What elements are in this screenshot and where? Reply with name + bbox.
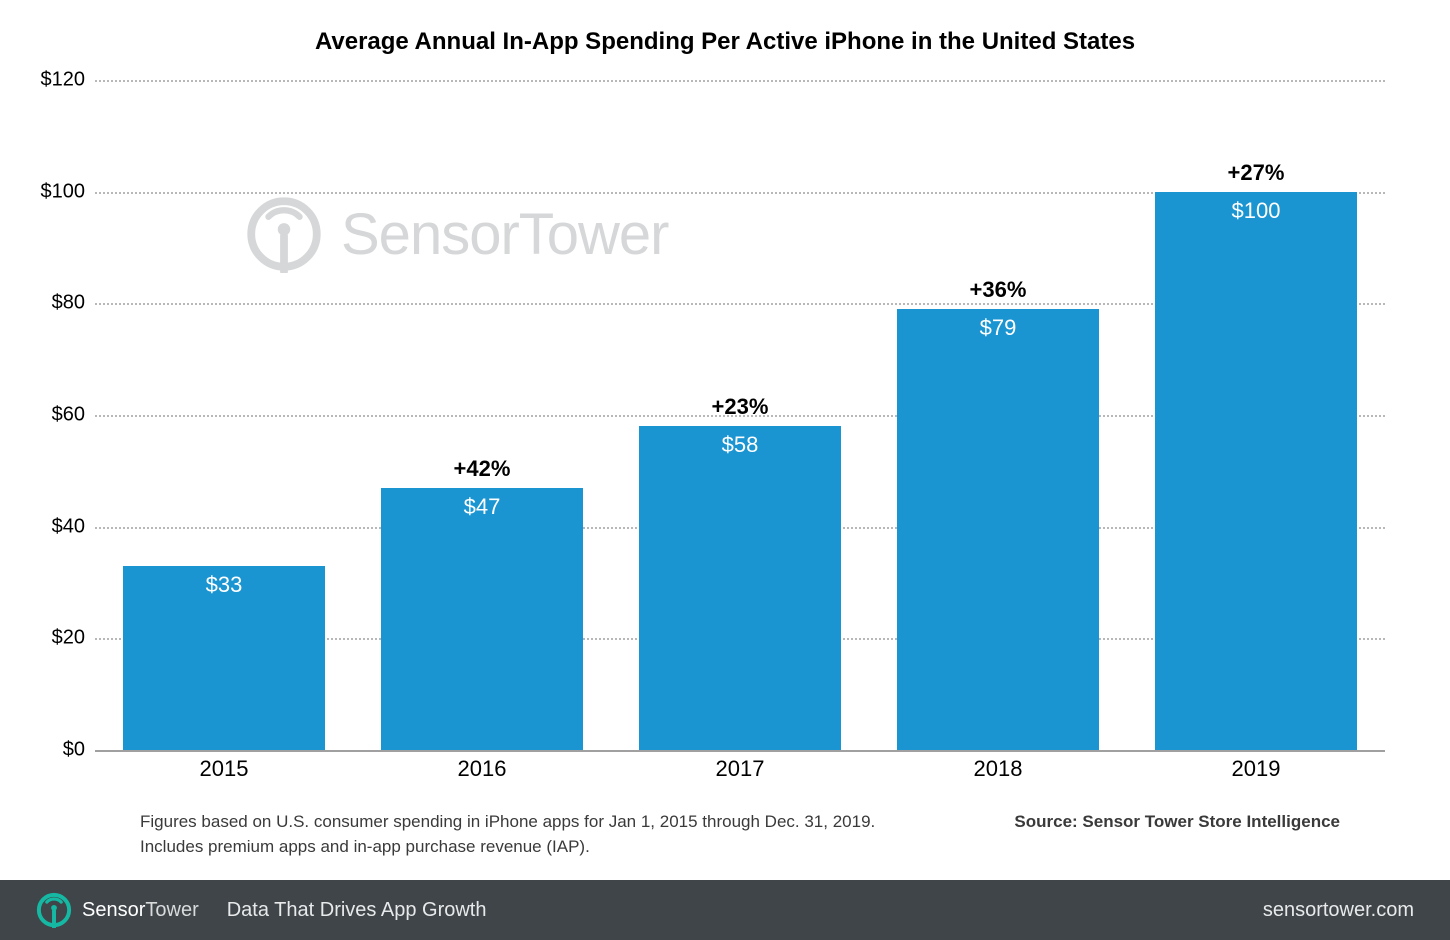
chart-title: Average Annual In-App Spending Per Activ… [0, 0, 1450, 66]
caption-line2: Includes premium apps and in-app purchas… [140, 837, 590, 856]
footer-tagline: Data That Drives App Growth [227, 899, 487, 922]
caption-line1: Figures based on U.S. consumer spending … [140, 812, 875, 831]
bar-growth-label: +27% [1155, 160, 1356, 186]
bar-value-label: $47 [381, 494, 582, 520]
bar: $58+23% [639, 426, 840, 750]
axis-baseline [95, 750, 1385, 752]
footer-logo: SensorTower [36, 892, 199, 928]
bar-growth-label: +36% [897, 277, 1098, 303]
bar-growth-label: +42% [381, 456, 582, 482]
caption-source: Source: Sensor Tower Store Intelligence [1014, 810, 1340, 835]
bar-value-label: $79 [897, 315, 1098, 341]
bar: $100+27% [1155, 192, 1356, 750]
y-tick-label: $120 [25, 69, 85, 92]
footer-brand-light: Tower [145, 899, 198, 921]
y-axis: $0$20$40$60$80$100$120 [25, 80, 85, 750]
bar: $33 [123, 566, 324, 750]
bars-group: $33$47+42%$58+23%$79+36%$100+27% [95, 80, 1385, 750]
x-tick-label: 2018 [974, 756, 1023, 782]
chart-caption: Figures based on U.S. consumer spending … [140, 810, 1340, 859]
y-tick-label: $0 [25, 739, 85, 762]
y-tick-label: $100 [25, 180, 85, 203]
y-tick-label: $20 [25, 627, 85, 650]
y-tick-label: $60 [25, 404, 85, 427]
bar: $79+36% [897, 309, 1098, 750]
x-tick-label: 2019 [1232, 756, 1281, 782]
bar: $47+42% [381, 488, 582, 750]
x-tick-label: 2017 [716, 756, 765, 782]
x-tick-label: 2015 [200, 756, 249, 782]
bar-value-label: $58 [639, 432, 840, 458]
y-tick-label: $80 [25, 292, 85, 315]
footer-bar: SensorTower Data That Drives App Growth … [0, 880, 1450, 940]
x-axis-labels: 2015 2016 2017 2018 2019 [95, 756, 1385, 796]
footer-brand-bold: Sensor [82, 899, 145, 921]
bar-value-label: $100 [1155, 198, 1356, 224]
x-tick-label: 2016 [458, 756, 507, 782]
footer-url: sensortower.com [1263, 899, 1414, 922]
chart-plot-area: SensorTower $0$20$40$60$80$100$120 $33$4… [95, 80, 1385, 750]
y-tick-label: $40 [25, 515, 85, 538]
bar-growth-label: +23% [639, 394, 840, 420]
footer-logo-icon [36, 892, 72, 928]
bar-value-label: $33 [123, 572, 324, 598]
